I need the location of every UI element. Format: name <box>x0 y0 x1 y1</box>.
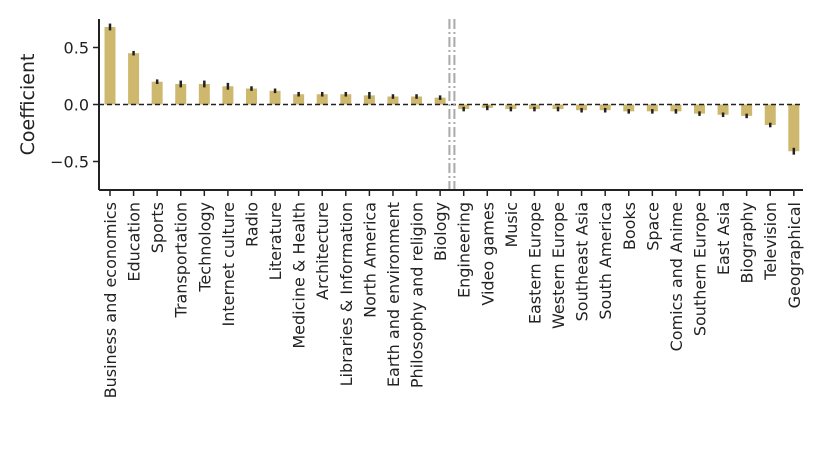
category-label: Literature <box>266 202 285 280</box>
category-label: Video games <box>478 202 497 306</box>
bar <box>741 104 753 116</box>
category-label: Business and economics <box>101 202 120 398</box>
bar <box>788 104 800 152</box>
bar-group <box>104 26 800 152</box>
bar <box>151 81 163 105</box>
bar <box>764 104 776 126</box>
bar <box>411 96 423 105</box>
category-label: Engineering <box>455 202 474 298</box>
category-label: Earth and environment <box>384 202 403 387</box>
category-label: Comics and Anime <box>667 202 686 351</box>
bar <box>222 86 234 105</box>
x-ticks <box>109 190 795 196</box>
category-label: Radio <box>242 202 261 247</box>
bar <box>670 104 682 112</box>
category-label: Eastern Europe <box>525 202 544 324</box>
category-label: Biography <box>738 202 757 284</box>
bar <box>104 26 116 105</box>
category-label: Geographical <box>785 202 804 308</box>
group-divider <box>448 19 456 190</box>
y-tick-label: −0.5 <box>50 153 89 172</box>
category-label: Southern Europe <box>691 202 710 336</box>
y-ticks: −0.5 0.0 0.5 <box>50 39 99 172</box>
category-label: Transportation <box>172 202 191 319</box>
bar <box>269 90 281 105</box>
y-axis-title: Coefficient <box>17 54 39 156</box>
bar <box>363 95 375 105</box>
bar <box>434 97 446 105</box>
category-label: Books <box>620 202 639 250</box>
bar <box>717 104 729 115</box>
category-label: North America <box>360 202 379 318</box>
category-labels: Business and economics Education Sports Tra… <box>101 202 804 398</box>
category-label: South America <box>596 202 615 320</box>
category-label: Libraries & Information <box>337 202 356 386</box>
error-bar-group <box>108 23 796 155</box>
category-label: Technology <box>195 202 214 293</box>
y-tick-label: 0.0 <box>64 96 89 115</box>
category-label: Music <box>502 202 521 248</box>
bar <box>175 83 187 105</box>
bar <box>599 104 611 111</box>
bar <box>387 96 399 105</box>
bar <box>198 83 210 105</box>
category-label: Television <box>761 202 780 281</box>
category-label: Education <box>125 202 144 282</box>
category-label: Biology <box>431 202 450 261</box>
bar <box>694 104 705 114</box>
bar <box>316 94 328 105</box>
bar <box>340 94 352 105</box>
category-label: Internet culture <box>219 202 238 326</box>
bar <box>646 104 658 112</box>
category-label: Architecture <box>313 202 332 300</box>
category-label: Western Europe <box>549 202 568 329</box>
bar <box>623 104 635 112</box>
category-label: East Asia <box>714 202 733 275</box>
bar <box>293 94 305 105</box>
category-label: Southeast Asia <box>573 202 592 321</box>
bar <box>128 53 140 105</box>
bar <box>576 104 588 111</box>
y-tick-label: 0.5 <box>64 39 89 58</box>
category-label: Philosophy and religion <box>408 202 427 388</box>
category-label: Sports <box>148 202 167 253</box>
category-label: Space <box>643 202 662 251</box>
category-label: Medicine & Health <box>290 202 309 349</box>
bar <box>245 88 257 105</box>
